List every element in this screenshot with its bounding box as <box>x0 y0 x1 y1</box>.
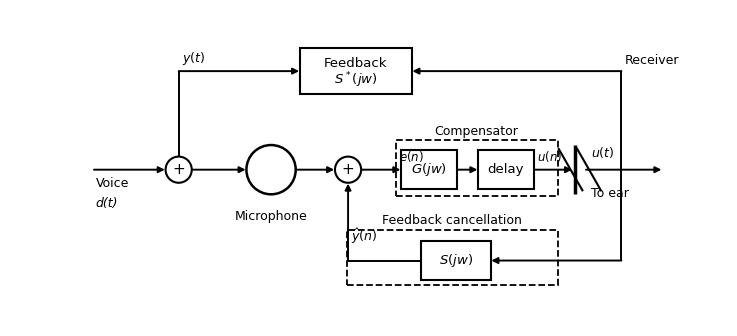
Text: $\hat{y}(n)$: $\hat{y}(n)$ <box>351 227 377 247</box>
Text: $S^*(jw)$: $S^*(jw)$ <box>334 71 377 90</box>
Bar <box>401 151 457 189</box>
Text: $e(n)$: $e(n)$ <box>399 149 424 164</box>
Circle shape <box>166 157 192 183</box>
Text: +: + <box>342 162 354 177</box>
Bar <box>300 48 411 94</box>
Text: Microphone: Microphone <box>234 210 307 223</box>
Text: Compensator: Compensator <box>435 125 519 138</box>
Text: Receiver: Receiver <box>624 54 679 67</box>
Text: delay: delay <box>488 163 524 176</box>
Bar <box>396 140 557 196</box>
Circle shape <box>246 145 296 194</box>
Text: Feedback cancellation: Feedback cancellation <box>382 214 522 227</box>
Text: +: + <box>172 162 185 177</box>
Bar <box>346 230 557 285</box>
Text: d(t): d(t) <box>96 198 118 210</box>
Text: $G(jw)$: $G(jw)$ <box>411 161 447 178</box>
Circle shape <box>335 157 361 183</box>
Text: To ear: To ear <box>590 186 629 200</box>
Text: $u(n)$: $u(n)$ <box>537 149 562 164</box>
Text: $y(t)$: $y(t)$ <box>182 50 205 67</box>
Bar <box>422 241 491 280</box>
Bar <box>478 151 534 189</box>
Text: $S(jw)$: $S(jw)$ <box>439 252 473 269</box>
Text: $u(t)$: $u(t)$ <box>590 145 614 161</box>
Text: Voice: Voice <box>96 177 129 191</box>
Text: Feedback: Feedback <box>324 57 388 70</box>
